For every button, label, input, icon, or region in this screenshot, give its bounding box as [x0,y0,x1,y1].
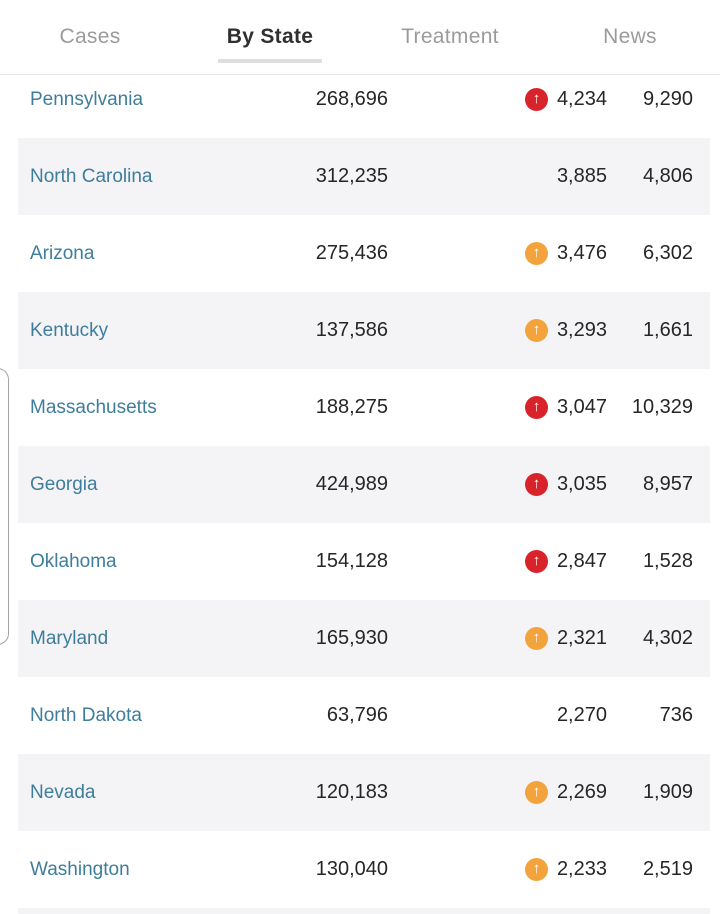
tab-label: By State [226,25,314,48]
new-cases-value: 2,270 [556,704,607,726]
state-link[interactable]: North Dakota [30,704,142,726]
cases-value: 120,183 [315,781,388,803]
tab-label: Treatment [401,25,499,48]
up-arrow-glyph: ↑ [532,552,541,569]
deaths-value: 4,806 [642,165,693,187]
up-arrow-glyph: ↑ [532,860,541,877]
table-row[interactable]: Nevada 120,183 ↑ 2,269 1,909 [0,754,720,831]
new-cases-cell: ↑ 2,269 [388,781,607,804]
table-row[interactable]: Arizona 275,436 ↑ 3,476 6,302 [0,215,720,292]
new-cases-value: 3,293 [556,319,607,341]
new-cases-value: 3,476 [556,242,607,264]
up-arrow-glyph: ↑ [532,398,541,415]
deaths-value: 6,302 [642,242,693,264]
table-row[interactable]: Massachusetts 188,275 ↑ 3,047 10,329 [0,369,720,446]
table-row[interactable]: Georgia 424,989 ↑ 3,035 8,957 [0,446,720,523]
state-link[interactable]: Oklahoma [30,550,117,572]
table-row[interactable]: North Dakota 63,796 ↑ 2,270 736 [0,677,720,754]
new-cases-cell: ↑ 2,321 [388,627,607,650]
deaths-value: 8,957 [642,473,693,495]
tab-treatment[interactable]: Treatment [360,0,540,74]
table-row-partial [0,908,720,914]
deaths-value: 1,909 [642,781,693,803]
cases-value: 424,989 [315,473,388,495]
up-arrow-icon: ↑ [524,858,548,881]
new-cases-value: 3,885 [556,165,607,187]
up-arrow-icon: ↑ [524,88,548,111]
state-link[interactable]: North Carolina [30,165,153,187]
state-link[interactable]: Massachusetts [30,396,157,418]
deaths-value: 1,661 [642,319,693,341]
deaths-value: 9,290 [642,88,693,110]
up-arrow-icon: ↑ [524,242,548,265]
table-row[interactable]: Maryland 165,930 ↑ 2,321 4,302 [0,600,720,677]
up-arrow-icon: ↑ [524,473,548,496]
up-arrow-icon: ↑ [524,781,548,804]
table-row[interactable]: Kentucky 137,586 ↑ 3,293 1,661 [0,292,720,369]
new-cases-value: 3,035 [556,473,607,495]
state-link[interactable]: Arizona [30,242,95,264]
deaths-value: 10,329 [631,396,693,418]
tab-label: Cases [59,25,121,48]
state-link[interactable]: Kentucky [30,319,109,341]
cases-value: 165,930 [315,627,388,649]
up-arrow-glyph: ↑ [532,321,541,338]
new-cases-cell: ↑ 3,035 [388,473,607,496]
up-arrow-icon: ↑ [524,319,548,342]
new-cases-value: 2,269 [556,781,607,803]
deaths-value: 736 [659,704,693,726]
cases-value: 137,586 [315,319,388,341]
up-arrow-icon: ↑ [524,396,548,419]
cases-value: 130,040 [315,858,388,880]
deaths-value: 2,519 [642,858,693,880]
tab-label: News [603,25,657,48]
new-cases-cell: ↑ 2,233 [388,858,607,881]
state-link[interactable]: Maryland [30,627,109,649]
state-link[interactable]: Pennsylvania [30,88,144,110]
new-cases-value: 2,233 [556,858,607,880]
table-row[interactable]: Pennsylvania 268,696 ↑ 4,234 9,290 [0,61,720,138]
up-arrow-glyph: ↑ [532,90,541,107]
state-link[interactable]: Georgia [30,473,98,495]
up-arrow-glyph: ↑ [532,629,541,646]
new-cases-cell: ↑ 2,847 [388,550,607,573]
deaths-value: 4,302 [642,627,693,649]
cases-value: 275,436 [315,242,388,264]
new-cases-cell: ↑ 3,476 [388,242,607,265]
new-cases-cell: ↑ 3,885 [388,165,607,188]
state-link[interactable]: Washington [30,858,130,880]
edge-panel-handle[interactable] [0,368,9,645]
new-cases-value: 4,234 [556,88,607,110]
deaths-value: 1,528 [642,550,693,572]
up-arrow-glyph: ↑ [532,783,541,800]
up-arrow-icon: ↑ [524,627,548,650]
by-state-table[interactable]: Pennsylvania 268,696 ↑ 4,234 9,290 North… [0,61,720,914]
up-arrow-glyph: ↑ [532,244,541,261]
new-cases-value: 2,321 [556,627,607,649]
table-row[interactable]: Washington 130,040 ↑ 2,233 2,519 [0,831,720,908]
cases-value: 268,696 [315,88,388,110]
cases-value: 312,235 [315,165,388,187]
active-tab-underline [218,59,322,63]
tab-cases[interactable]: Cases [0,0,180,74]
state-link[interactable]: Nevada [30,781,96,803]
cases-value: 63,796 [326,704,388,726]
tab-news[interactable]: News [540,0,720,74]
new-cases-cell: ↑ 3,293 [388,319,607,342]
table-row[interactable]: Oklahoma 154,128 ↑ 2,847 1,528 [0,523,720,600]
new-cases-value: 2,847 [556,550,607,572]
tab-bar: Cases By State Treatment News [0,0,720,75]
cases-value: 188,275 [315,396,388,418]
table-row[interactable]: North Carolina 312,235 ↑ 3,885 4,806 [0,138,720,215]
new-cases-cell: ↑ 2,270 [388,704,607,727]
cases-value: 154,128 [315,550,388,572]
up-arrow-icon: ↑ [524,550,548,573]
new-cases-cell: ↑ 3,047 [388,396,607,419]
tab-by-state[interactable]: By State [180,0,360,74]
new-cases-value: 3,047 [556,396,607,418]
up-arrow-glyph: ↑ [532,475,541,492]
new-cases-cell: ↑ 4,234 [388,88,607,111]
